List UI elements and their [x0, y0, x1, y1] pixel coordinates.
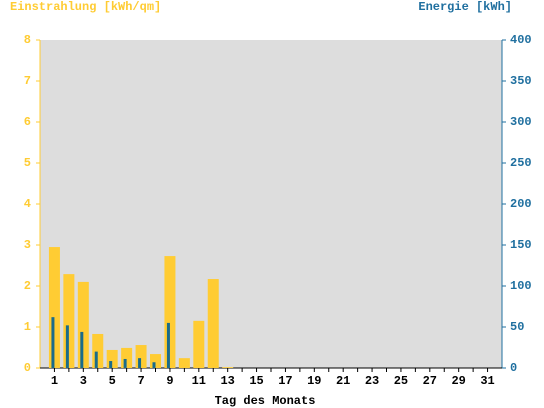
x-tick-label: 11 [192, 374, 206, 388]
bar [135, 345, 147, 368]
y2-tick-label: 50 [510, 320, 524, 334]
bar [193, 320, 205, 368]
y-tick-label: 6 [24, 115, 31, 129]
bar [106, 349, 118, 368]
x-tick-label: 17 [278, 374, 292, 388]
y-tick-label: 2 [24, 279, 31, 293]
bar [164, 256, 176, 368]
x-axis-title: Tag des Monats [215, 394, 316, 408]
y-tick-label: 0 [24, 361, 31, 375]
bar [222, 367, 234, 368]
x-tick-label: 5 [109, 374, 116, 388]
y2-tick-label: 350 [510, 74, 532, 88]
bar [94, 351, 98, 368]
bar [178, 358, 190, 368]
y-tick-label: 4 [24, 197, 31, 211]
bar [152, 362, 156, 368]
bar [51, 317, 55, 368]
bar [207, 279, 219, 368]
y-tick-label: 1 [24, 320, 31, 334]
x-tick-label: 9 [166, 374, 173, 388]
bar [150, 354, 161, 368]
y2-tick-label: 300 [510, 115, 532, 129]
x-tick-label: 7 [137, 374, 144, 388]
bar [80, 331, 84, 368]
bar [166, 322, 170, 368]
x-tick-label: 13 [220, 374, 234, 388]
y2-tick-label: 200 [510, 197, 532, 211]
y-tick-label: 7 [24, 74, 31, 88]
y-tick-label: 5 [24, 156, 31, 170]
bar [63, 274, 75, 368]
x-tick-label: 25 [394, 374, 408, 388]
x-tick-label: 3 [80, 374, 87, 388]
y2-tick-label: 100 [510, 279, 532, 293]
bar [77, 281, 89, 368]
bar [48, 247, 60, 368]
y2-axis-title: Energie [kWh] [418, 0, 512, 14]
x-tick-label: 21 [336, 374, 350, 388]
x-tick-label: 1 [51, 374, 58, 388]
y-axis-title: Einstrahlung [kWh/qm] [10, 0, 161, 14]
plot-area [40, 40, 502, 368]
x-tick-label: 27 [423, 374, 437, 388]
bar [121, 347, 133, 368]
x-tick-label: 29 [451, 374, 465, 388]
y2-tick-label: 0 [510, 361, 517, 375]
x-tick-label: 23 [365, 374, 379, 388]
x-tick-label: 19 [307, 374, 321, 388]
y-tick-label: 3 [24, 238, 31, 252]
y2-tick-label: 400 [510, 33, 532, 47]
x-tick-label: 31 [480, 374, 494, 388]
bar [138, 358, 142, 368]
y-tick-label: 8 [24, 33, 31, 47]
y2-tick-label: 250 [510, 156, 532, 170]
bar [109, 361, 113, 368]
bar [92, 333, 104, 368]
bar [123, 358, 127, 368]
x-tick-label: 15 [249, 374, 263, 388]
y2-tick-label: 150 [510, 238, 532, 252]
bar [65, 325, 69, 368]
